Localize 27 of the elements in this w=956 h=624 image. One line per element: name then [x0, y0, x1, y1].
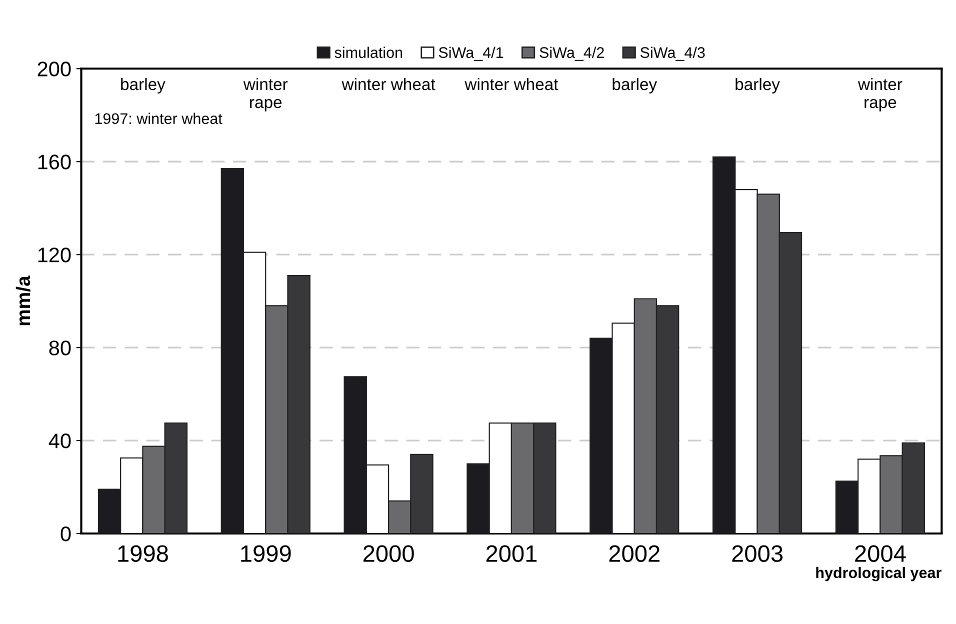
- x-tick-label: 2000: [363, 545, 414, 562]
- y-tick-label: 0: [60, 526, 71, 542]
- y-tick-label: 160: [38, 154, 71, 170]
- y-tick-label: 80: [49, 340, 71, 356]
- annotation: winter rape: [243, 78, 288, 112]
- annotation: winter wheat: [342, 78, 436, 90]
- annotation: 1997: winter wheat: [95, 112, 222, 124]
- annotation: barley: [121, 78, 166, 94]
- x-axis-title: hydrological year: [816, 566, 942, 582]
- legend-label: SiWa_4/2: [540, 46, 604, 61]
- x-tick-label: 1998: [118, 545, 168, 562]
- y-axis-title: mm/a: [16, 276, 30, 326]
- annotation: barley: [736, 78, 780, 94]
- legend-label: SiWa_4/1: [438, 46, 504, 61]
- legend-label: simulation: [334, 46, 402, 58]
- y-tick-label: 40: [48, 434, 71, 448]
- y-tick-label: 200: [38, 62, 71, 76]
- legend-label: SiWa_4/3: [640, 46, 705, 61]
- x-tick-label: 2004: [855, 545, 906, 562]
- annotation: winter rape: [858, 78, 902, 112]
- x-tick-label: 1999: [241, 545, 291, 562]
- y-tick-label: 120: [38, 248, 71, 262]
- x-tick-label: 2002: [609, 545, 660, 562]
- x-tick-label: 2003: [732, 545, 783, 562]
- annotation: barley: [612, 78, 658, 94]
- annotation: winter wheat: [464, 78, 558, 90]
- x-tick-label: 2001: [486, 545, 537, 562]
